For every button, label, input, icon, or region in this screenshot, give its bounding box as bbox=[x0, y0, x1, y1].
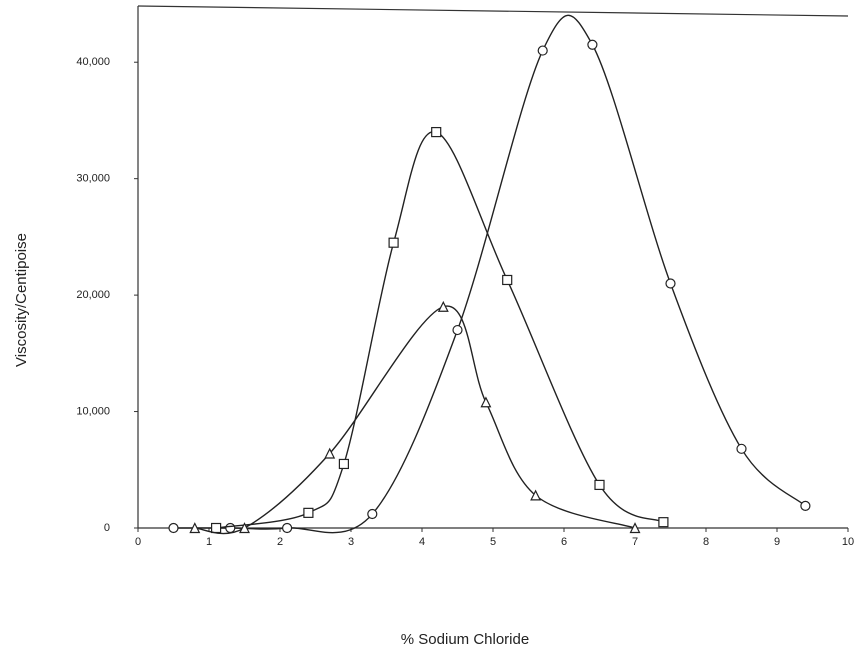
square-marker bbox=[658, 517, 669, 528]
x-tick-label: 3 bbox=[348, 536, 354, 548]
circle-marker bbox=[452, 324, 463, 336]
square-marker bbox=[594, 479, 605, 491]
circle-marker bbox=[282, 522, 293, 534]
circle-marker bbox=[537, 45, 548, 56]
square-marker bbox=[303, 507, 314, 518]
triangle-marker bbox=[480, 396, 492, 408]
circle-marker bbox=[800, 500, 811, 511]
x-tick-label: 4 bbox=[419, 536, 425, 548]
x-tick-label: 8 bbox=[703, 536, 709, 548]
series-line bbox=[194, 305, 636, 535]
x-tick-label: 7 bbox=[632, 536, 638, 548]
x-tick-label: 10 bbox=[842, 536, 854, 548]
square-marker bbox=[211, 522, 222, 534]
square-marker bbox=[338, 458, 349, 470]
triangle-marker bbox=[629, 522, 641, 534]
circle-marker bbox=[367, 508, 378, 520]
x-tick-label: 1 bbox=[206, 536, 212, 548]
triangle-marker bbox=[530, 489, 542, 501]
x-tick-label: 9 bbox=[774, 536, 780, 548]
triangle-marker bbox=[324, 447, 336, 459]
x-tick-label: 5 bbox=[490, 536, 496, 548]
x-tick-label: 2 bbox=[277, 536, 283, 548]
triangle-marker bbox=[239, 522, 250, 534]
square-marker bbox=[431, 126, 442, 138]
y-tick-label: 30,000 bbox=[76, 173, 110, 185]
triangle-marker bbox=[437, 300, 449, 312]
plot-frame-top bbox=[137, 5, 849, 17]
circle-marker bbox=[587, 39, 598, 50]
circle-marker bbox=[736, 443, 747, 454]
series-line bbox=[215, 131, 664, 529]
square-marker bbox=[502, 274, 513, 286]
y-tick-label: 0 bbox=[104, 522, 110, 534]
x-tick-label: 6 bbox=[561, 536, 567, 548]
x-tick-label: 0 bbox=[135, 536, 141, 548]
y-tick-label: 40,000 bbox=[76, 56, 110, 68]
circle-marker bbox=[168, 522, 179, 534]
y-tick-label: 20,000 bbox=[76, 289, 110, 301]
triangle-marker bbox=[189, 522, 201, 534]
square-marker bbox=[388, 237, 399, 248]
circle-marker bbox=[665, 278, 676, 289]
y-axis-label: Viscosity/Centipoise bbox=[13, 233, 30, 367]
x-axis-label: % Sodium Chloride bbox=[401, 631, 529, 648]
y-tick-label: 10,000 bbox=[76, 405, 110, 417]
series-line bbox=[173, 14, 806, 534]
circle-marker bbox=[225, 522, 236, 534]
